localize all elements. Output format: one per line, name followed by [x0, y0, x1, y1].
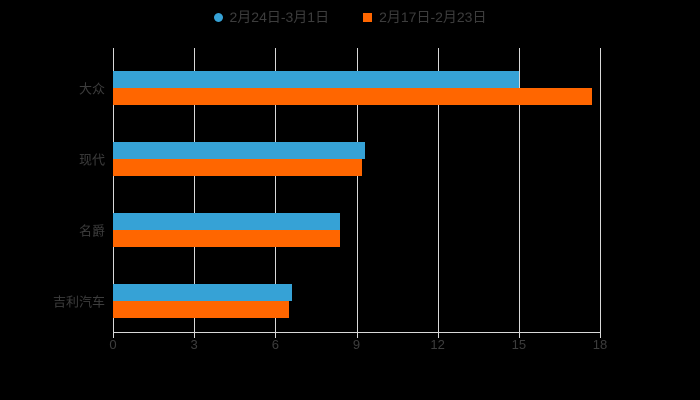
x-tick-mark-1	[194, 333, 196, 338]
gridline-3	[356, 48, 358, 332]
legend-label-series-1: 2月24日-3月1日	[229, 9, 330, 25]
plot-area	[113, 48, 601, 332]
y-axis-label-3: 吉利汽车	[52, 294, 105, 309]
bar-名爵-series-1	[113, 212, 341, 230]
bar-名爵-series-2	[113, 229, 341, 247]
bar-大众-series-1	[113, 70, 519, 88]
legend-square-marker-icon	[363, 12, 373, 22]
legend-item-series-1[interactable]: 2月24日-3月1日	[213, 9, 330, 25]
x-axis-line	[113, 332, 601, 333]
legend-circle-marker-icon	[213, 12, 223, 22]
x-tick-mark-4	[437, 333, 439, 338]
y-axis-label-0: 大众	[78, 81, 105, 96]
bar-现代-series-1	[113, 141, 365, 159]
x-tick-mark-6	[600, 333, 601, 338]
gridline-4	[437, 48, 439, 332]
legend-label-series-2: 2月17日-2月23日	[379, 9, 487, 25]
y-axis-labels: 大众 现代 名爵 吉利汽车	[0, 0, 105, 400]
x-tick-label-4: 12	[430, 337, 445, 352]
x-tick-label-0: 0	[109, 337, 117, 352]
x-tick-mark-2	[275, 333, 277, 338]
x-tick-label-2: 6	[271, 337, 279, 352]
y-axis-label-2: 名爵	[78, 223, 105, 238]
legend-item-series-2[interactable]: 2月17日-2月23日	[363, 10, 486, 24]
x-tick-label-3: 9	[352, 337, 361, 352]
bar-吉利汽车-series-1	[113, 283, 292, 301]
x-tick-mark-5	[518, 333, 520, 338]
y-axis-label-1: 现代	[78, 152, 105, 167]
bar-大众-series-2	[113, 87, 592, 105]
gridline-5	[518, 48, 520, 332]
x-tick-label-6: 18	[592, 337, 608, 352]
gridline-2	[275, 48, 277, 332]
bar-吉利汽车-series-2	[113, 300, 289, 318]
chart-legend: 2月24日-3月1日 2月17日-2月23日	[0, 4, 700, 30]
gridline-6	[600, 48, 601, 332]
x-tick-mark-0	[113, 333, 114, 338]
gridline-1	[194, 48, 196, 332]
gridline-0	[113, 48, 114, 332]
x-tick-label-1: 3	[190, 337, 198, 352]
bar-现代-series-2	[113, 158, 362, 176]
x-tick-mark-3	[356, 333, 358, 338]
x-tick-label-5: 15	[511, 337, 527, 352]
